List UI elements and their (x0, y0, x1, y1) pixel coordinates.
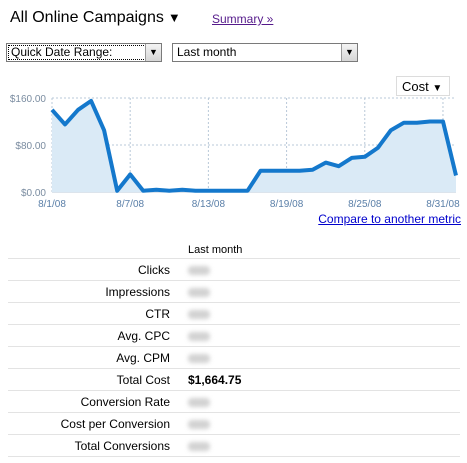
metric-row: Clicks (8, 258, 460, 281)
metric-value (186, 280, 460, 303)
metric-row: Total Conversions (8, 434, 460, 457)
dropdown-arrow-icon: ▼ (341, 44, 357, 61)
x-tick-label: 8/13/08 (192, 199, 226, 210)
period-select[interactable]: Last month ▼ (172, 43, 358, 62)
redacted-value (188, 309, 210, 319)
metric-value-text: $1,664.75 (188, 372, 242, 387)
metric-label: CTR (8, 302, 186, 325)
metric-value (186, 324, 460, 347)
dropdown-arrow-icon: ▼ (145, 44, 161, 61)
metric-label: Avg. CPM (8, 346, 186, 369)
y-tick-label: $0.00 (21, 188, 46, 199)
metric-label: Clicks (8, 258, 186, 281)
campaign-dropdown[interactable]: All Online Campaigns ▼ (10, 9, 181, 27)
metric-value (186, 390, 460, 413)
metric-label: Cost (402, 79, 429, 94)
metric-value: $1,664.75 (186, 368, 460, 391)
metric-label: Impressions (8, 280, 186, 303)
redacted-value (188, 287, 210, 297)
metrics-table: Clicks Impressions CTR Avg. CPC Avg. CPM Tota… (8, 258, 460, 457)
metric-row: Avg. CPC (8, 324, 460, 347)
x-tick-label: 8/19/08 (270, 199, 304, 210)
compare-metric-link[interactable]: Compare to another metric (318, 212, 461, 226)
cost-series-line (50, 98, 458, 193)
y-tick-label: $80.00 (15, 141, 46, 152)
metric-value (186, 412, 460, 435)
summary-link[interactable]: Summary » (212, 12, 274, 26)
redacted-value (188, 441, 210, 451)
cost-area-fill (52, 100, 456, 192)
chevron-down-icon: ▼ (432, 83, 443, 94)
campaign-label: All Online Campaigns (10, 9, 164, 26)
cost-chart: $160.00 $80.00 $0.00 8/1/08 8/7/08 8/13/08 8/… (10, 94, 460, 210)
metrics-column-header: Last month (188, 244, 243, 256)
metric-value (186, 302, 460, 325)
metric-value (186, 258, 460, 281)
y-tick-label: $160.00 (10, 94, 47, 105)
redacted-value (188, 419, 210, 429)
period-value: Last month (177, 45, 237, 59)
quick-date-range-select[interactable]: Quick Date Range: ▼ (6, 43, 162, 62)
metric-dropdown[interactable]: Cost ▼ (396, 76, 450, 96)
x-tick-label: 8/1/08 (38, 199, 66, 210)
metric-label: Total Conversions (8, 434, 186, 457)
metric-row: CTR (8, 302, 460, 325)
quick-date-range-label: Quick Date Range: (11, 45, 113, 59)
metric-row: Avg. CPM (8, 346, 460, 369)
metric-row: Impressions (8, 280, 460, 303)
metric-label: Avg. CPC (8, 324, 186, 347)
redacted-value (188, 353, 210, 363)
metric-row: Total Cost $1,664.75 (8, 368, 460, 391)
metric-value (186, 346, 460, 369)
x-tick-label: 8/31/08 (426, 199, 460, 210)
redacted-value (188, 331, 210, 341)
x-tick-label: 8/7/08 (116, 199, 144, 210)
metric-label: Conversion Rate (8, 390, 186, 413)
metric-value (186, 434, 460, 457)
x-tick-label: 8/25/08 (348, 199, 382, 210)
metric-row: Conversion Rate (8, 390, 460, 413)
chevron-down-icon: ▼ (167, 10, 181, 25)
metric-label: Total Cost (8, 368, 186, 391)
metric-row: Cost per Conversion (8, 412, 460, 435)
redacted-value (188, 265, 210, 275)
redacted-value (188, 397, 210, 407)
metric-label: Cost per Conversion (8, 412, 186, 435)
